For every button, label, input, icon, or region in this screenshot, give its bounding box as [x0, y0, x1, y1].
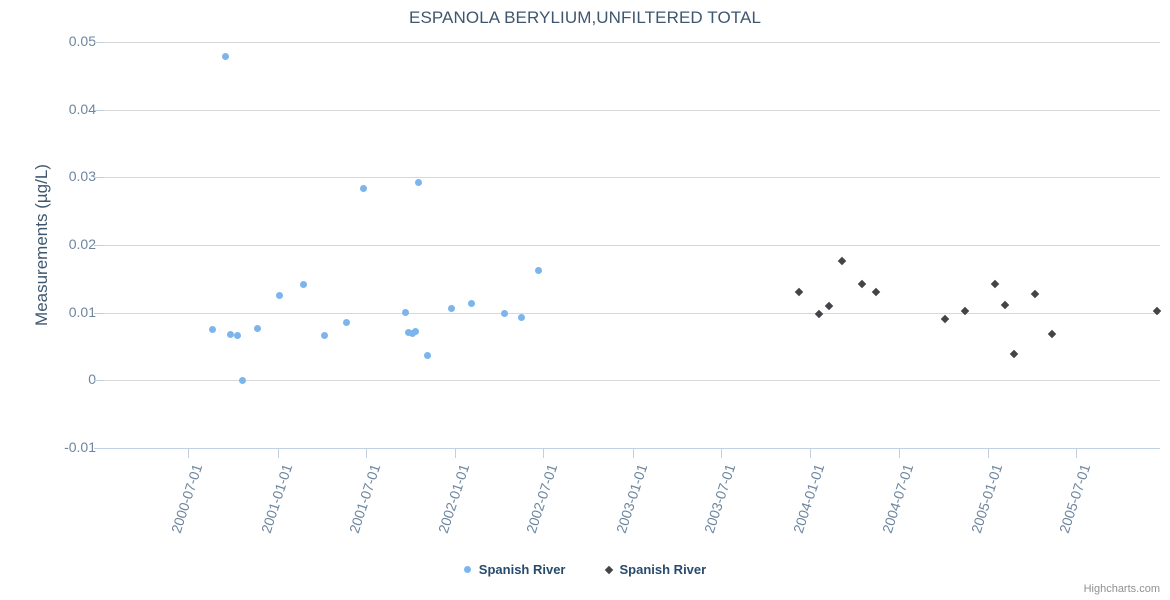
- x-axis-tick: [988, 448, 990, 458]
- data-point-series-2[interactable]: [941, 314, 950, 323]
- data-point-series-1[interactable]: [408, 330, 416, 338]
- data-point-series-2[interactable]: [837, 256, 847, 265]
- data-point-series-1[interactable]: [276, 292, 283, 300]
- chart-title: ESPANOLA BERYLIUM,UNFILTERED TOTAL: [409, 8, 761, 27]
- x-axis-tick: [632, 448, 634, 458]
- x-axis-tick-label: 2001-07-01: [345, 462, 383, 536]
- y-axis-tick-label: 0.04: [68, 100, 96, 117]
- y-gridline: [104, 109, 1160, 111]
- y-axis-tick: [94, 42, 104, 43]
- data-point-series-1[interactable]: [423, 351, 431, 359]
- data-point-series-2[interactable]: [815, 309, 824, 319]
- x-axis-tick-label: 2003-07-01: [700, 462, 738, 536]
- data-point-series-2[interactable]: [872, 288, 881, 297]
- y-gridline: [104, 380, 1160, 382]
- y-axis-tick: [94, 109, 104, 111]
- y-axis-tick: [94, 448, 104, 449]
- x-axis-tick-label: 2004-01-01: [790, 462, 828, 536]
- x-axis-tick: [810, 448, 812, 458]
- x-axis-tick: [543, 448, 545, 458]
- data-point-series-2[interactable]: [1030, 289, 1040, 298]
- data-point-series-2[interactable]: [824, 301, 834, 311]
- x-axis-tick: [898, 448, 900, 458]
- y-axis-tick: [94, 177, 104, 179]
- x-axis-tick: [1076, 448, 1078, 458]
- data-point-series-1[interactable]: [300, 280, 308, 288]
- y-axis-tick: [94, 245, 104, 246]
- x-axis-tick-label: 2001-01-01: [257, 462, 295, 536]
- data-point-series-1[interactable]: [222, 53, 229, 61]
- y-axis-tick-label: -0.01: [64, 439, 96, 455]
- data-point-series-1[interactable]: [535, 267, 543, 275]
- data-point-series-2[interactable]: [1010, 349, 1019, 359]
- x-axis-tick: [455, 448, 457, 458]
- data-point-series-2[interactable]: [1047, 330, 1057, 339]
- data-point-series-2[interactable]: [1000, 300, 1009, 310]
- data-point-series-1[interactable]: [415, 179, 423, 187]
- legend-diamond-icon: [604, 565, 613, 574]
- x-axis-tick: [720, 448, 722, 458]
- legend-item-label: Spanish River: [619, 562, 707, 577]
- legend-circle-icon: [463, 566, 471, 573]
- x-axis-tick: [365, 448, 367, 458]
- y-gridline: [104, 42, 1160, 43]
- data-point-series-2[interactable]: [857, 279, 866, 289]
- x-axis-tick-label: 2002-07-01: [523, 462, 561, 536]
- data-point-series-1[interactable]: [226, 330, 234, 338]
- x-axis-tick: [277, 448, 279, 458]
- data-point-series-1[interactable]: [412, 328, 420, 336]
- legend-item-1[interactable]: Spanish River: [463, 562, 566, 577]
- y-gridline: [104, 312, 1160, 314]
- legend-item-label: Spanish River: [478, 562, 566, 577]
- data-point-series-2[interactable]: [1153, 307, 1162, 316]
- data-point-series-2[interactable]: [990, 279, 1000, 288]
- data-point-series-1[interactable]: [253, 325, 261, 333]
- y-gridline: [104, 245, 1160, 246]
- plot-area: [104, 42, 1162, 449]
- y-gridline: [104, 177, 1160, 179]
- legend-item-2[interactable]: Spanish River: [604, 562, 707, 577]
- data-point-series-1[interactable]: [209, 326, 217, 334]
- x-axis-line: [104, 448, 1160, 449]
- data-point-series-1[interactable]: [360, 185, 368, 193]
- x-axis-tick-label: 2005-07-01: [1056, 462, 1094, 536]
- y-axis-tick: [94, 312, 104, 314]
- y-axis-tick-label: 0.05: [68, 33, 96, 49]
- y-axis-tick-label: 0.02: [68, 236, 96, 252]
- y-axis-tick-label: 0.03: [68, 168, 96, 185]
- credits-label: Highcharts.com: [1083, 583, 1160, 595]
- x-axis-tick-label: 2003-01-01: [612, 462, 650, 536]
- y-axis-tick-label: 0: [88, 371, 96, 388]
- data-point-series-1[interactable]: [448, 305, 456, 313]
- data-point-series-1[interactable]: [342, 318, 350, 326]
- x-axis-tick-label: 2002-01-01: [435, 462, 473, 536]
- data-point-series-1[interactable]: [404, 328, 412, 336]
- y-axis-tick-label: 0.01: [68, 303, 96, 320]
- x-axis-tick-label: 2005-01-01: [968, 462, 1006, 536]
- x-axis-tick-label: 2000-07-01: [168, 462, 206, 536]
- x-axis-tick: [188, 448, 190, 458]
- x-axis-tick-label: 2004-07-01: [878, 462, 917, 536]
- y-axis-tick: [94, 380, 104, 382]
- data-point-series-1[interactable]: [468, 299, 476, 307]
- data-point-series-1[interactable]: [320, 332, 328, 340]
- data-point-series-1[interactable]: [233, 332, 241, 340]
- data-point-series-1[interactable]: [517, 313, 525, 321]
- data-point-series-2[interactable]: [795, 287, 804, 296]
- chart-legend: Spanish River Spanish River: [0, 562, 1170, 577]
